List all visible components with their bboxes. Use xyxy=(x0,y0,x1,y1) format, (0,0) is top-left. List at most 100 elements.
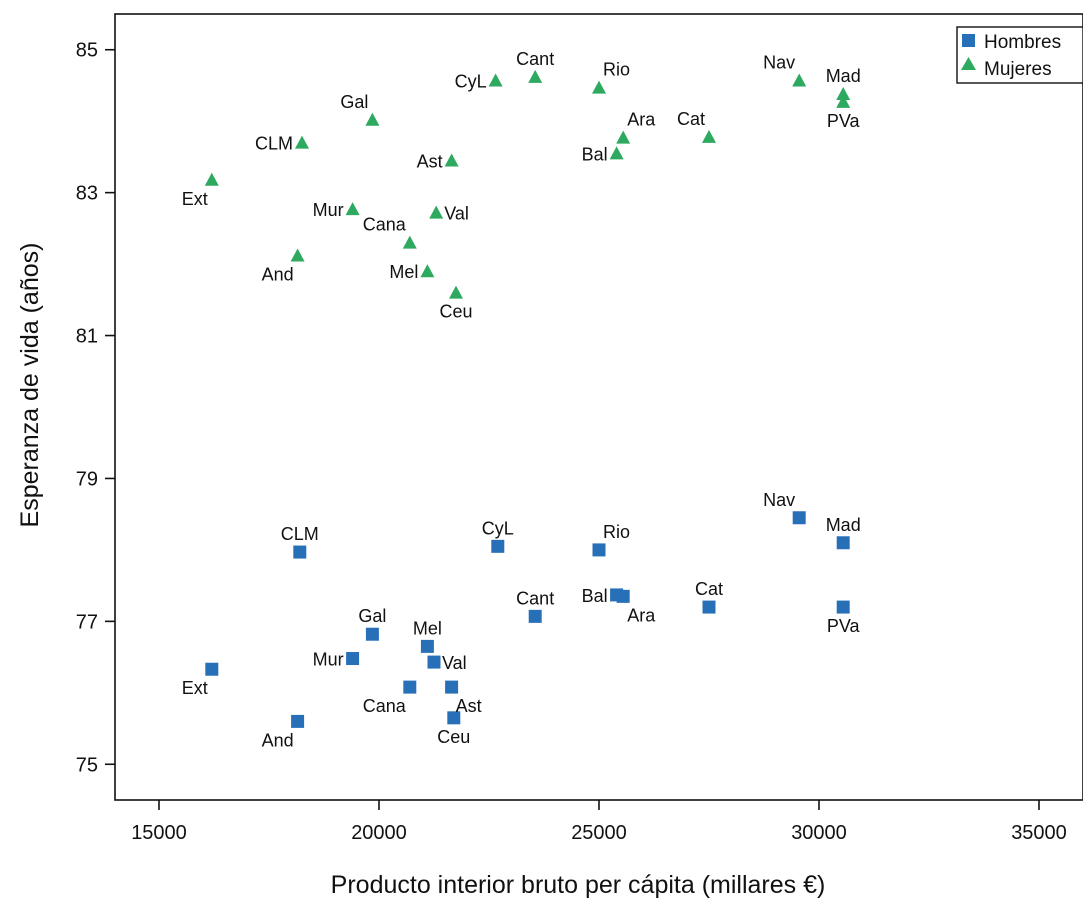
x-tick-label: 20000 xyxy=(351,822,407,844)
point-hombres-gal xyxy=(365,627,379,641)
legend-label-hombres: Hombres xyxy=(984,32,1061,53)
point-label-hombres-clm: CLM xyxy=(281,524,319,544)
point-label-hombres-ext: Ext xyxy=(182,678,208,698)
point-label-hombres-mel: Mel xyxy=(413,618,442,638)
point-hombres-mad xyxy=(836,536,850,550)
point-hombres-ast xyxy=(445,680,459,694)
point-label-mujeres-bal: Bal xyxy=(582,144,608,164)
point-label-mujeres-mur: Mur xyxy=(313,200,344,220)
point-mujeres-cyl xyxy=(488,73,503,87)
y-tick-label: 85 xyxy=(76,40,98,62)
point-label-mujeres-rio: Rio xyxy=(603,60,630,80)
point-mujeres-ara xyxy=(616,130,631,144)
point-mujeres-cana xyxy=(402,235,417,249)
y-tick-label: 83 xyxy=(76,183,98,205)
point-label-hombres-cana: Cana xyxy=(363,696,407,716)
point-mujeres-mur xyxy=(345,202,360,216)
point-label-mujeres-ara: Ara xyxy=(627,110,656,130)
point-label-mujeres-and: And xyxy=(262,265,294,285)
point-label-mujeres-ext: Ext xyxy=(182,189,208,209)
legend-marker-hombres xyxy=(962,34,975,47)
point-label-hombres-ara: Ara xyxy=(627,605,656,625)
point-mujeres-gal xyxy=(365,112,380,126)
point-label-hombres-cat: Cat xyxy=(695,579,723,599)
x-axis: 15000 20000 25000 30000 35000 xyxy=(131,800,1067,844)
point-mujeres-ast xyxy=(444,153,459,167)
point-label-mujeres-ceu: Ceu xyxy=(439,302,472,322)
point-mujeres-mel xyxy=(420,264,435,278)
point-mujeres-and xyxy=(290,248,305,262)
point-label-mujeres-cat: Cat xyxy=(677,109,705,129)
data-points xyxy=(204,69,851,728)
plot-frame xyxy=(114,13,1083,801)
point-hombres-clm xyxy=(293,545,307,559)
point-label-mujeres-nav: Nav xyxy=(763,52,795,72)
point-hombres-ara xyxy=(616,589,630,603)
legend-label-mujeres: Mujeres xyxy=(984,59,1052,80)
point-label-hombres-cant: Cant xyxy=(516,588,554,608)
x-axis-label: Producto interior bruto per cápita (mill… xyxy=(331,871,826,899)
y-axis-label: Esperanza de vida (años) xyxy=(16,243,44,528)
y-tick-label: 77 xyxy=(76,611,98,633)
legend: Hombres Mujeres xyxy=(956,26,1083,84)
point-hombres-cana xyxy=(403,680,417,694)
point-label-hombres-rio: Rio xyxy=(603,522,630,542)
point-mujeres-cant xyxy=(528,69,543,83)
point-label-mujeres-mad: Mad xyxy=(826,66,861,86)
point-label-hombres-ast: Ast xyxy=(456,696,482,716)
point-label-hombres-ceu: Ceu xyxy=(437,727,470,747)
y-tick-label: 79 xyxy=(76,468,98,490)
point-hombres-nav xyxy=(792,511,806,525)
y-tick-label: 81 xyxy=(76,326,98,348)
point-label-hombres-mad: Mad xyxy=(826,515,861,535)
y-tick-label: 75 xyxy=(76,754,98,776)
point-label-hombres-mur: Mur xyxy=(313,650,344,670)
x-tick-label: 25000 xyxy=(571,822,627,844)
point-label-hombres-gal: Gal xyxy=(358,606,386,626)
point-hombres-and xyxy=(291,714,305,728)
point-label-mujeres-pva: PVa xyxy=(827,111,861,131)
point-mujeres-mad xyxy=(836,87,851,101)
y-axis: 75 77 79 81 83 85 xyxy=(76,40,115,776)
point-hombres-pva xyxy=(836,600,850,614)
point-mujeres-rio xyxy=(592,80,606,94)
point-hombres-mel xyxy=(420,639,434,653)
point-label-mujeres-val: Val xyxy=(444,204,469,224)
point-label-mujeres-gal: Gal xyxy=(340,92,368,112)
point-label-hombres-bal: Bal xyxy=(582,586,608,606)
legend-box xyxy=(956,26,1083,84)
point-label-mujeres-cyl: CyL xyxy=(455,71,487,91)
point-hombres-val xyxy=(427,655,441,669)
point-mujeres-ext xyxy=(204,172,219,186)
point-label-hombres-cyl: CyL xyxy=(482,518,514,538)
point-label-hombres-val: Val xyxy=(442,653,467,673)
point-labels: CLM CyL Rio Nav Mad Cat Bal Ara PVa Cant Gal Mel Mur… xyxy=(182,49,861,751)
point-hombres-cant xyxy=(528,609,542,623)
point-label-mujeres-cant: Cant xyxy=(516,49,554,69)
point-mujeres-cat xyxy=(702,129,716,143)
point-mujeres-clm xyxy=(295,135,309,149)
x-tick-label: 30000 xyxy=(791,822,847,844)
point-hombres-ext xyxy=(205,662,219,676)
legend-marker-mujeres xyxy=(961,57,976,70)
point-hombres-cyl xyxy=(491,539,505,553)
point-mujeres-bal xyxy=(609,146,624,160)
point-mujeres-val xyxy=(429,205,444,219)
point-mujeres-ceu xyxy=(449,285,463,299)
point-hombres-cat xyxy=(702,600,716,614)
point-mujeres-pva xyxy=(836,94,851,108)
point-label-hombres-nav: Nav xyxy=(763,490,795,510)
point-label-mujeres-mel: Mel xyxy=(389,262,418,282)
point-mujeres-nav xyxy=(792,73,807,87)
x-tick-label: 35000 xyxy=(1011,822,1067,844)
x-tick-label: 15000 xyxy=(131,822,187,844)
point-label-mujeres-cana: Cana xyxy=(363,215,407,235)
point-label-hombres-and: And xyxy=(262,730,294,750)
point-hombres-mur xyxy=(346,652,360,666)
point-label-hombres-pva: PVa xyxy=(827,616,861,636)
point-hombres-rio xyxy=(592,543,606,557)
point-hombres-ceu xyxy=(447,711,461,725)
point-label-mujeres-clm: CLM xyxy=(255,134,293,154)
point-label-mujeres-ast: Ast xyxy=(417,151,443,171)
